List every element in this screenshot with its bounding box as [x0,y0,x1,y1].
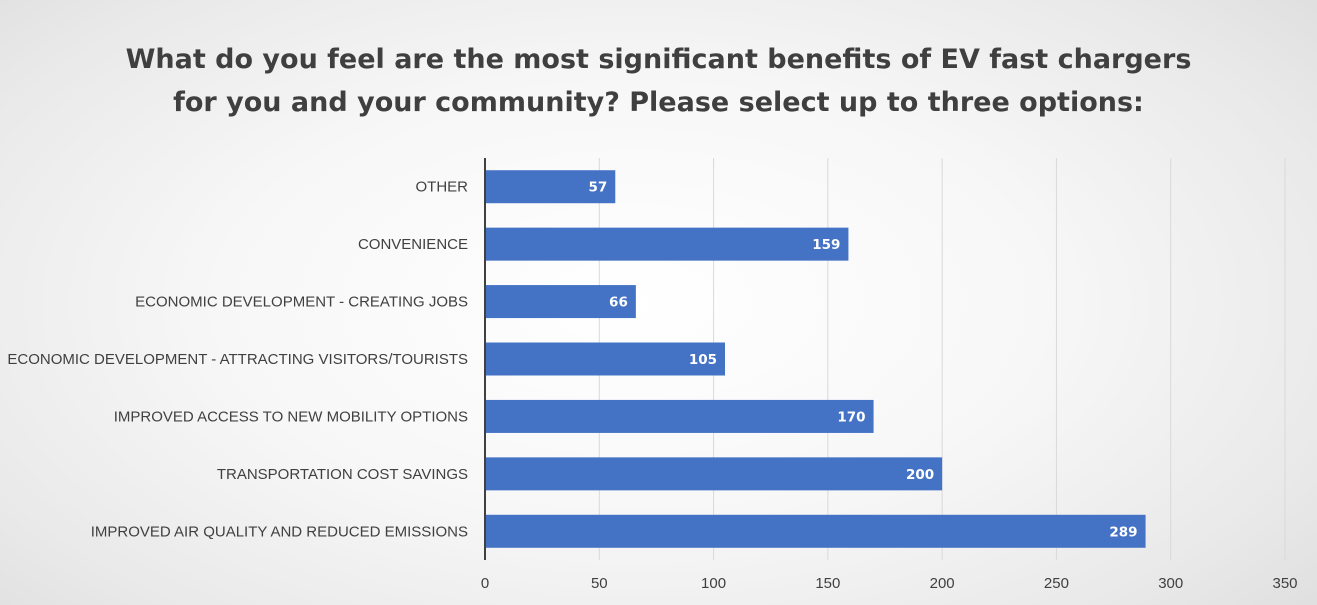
x-tick-label: 200 [930,575,955,592]
bars: 57 159 66 105 170 200 289 [485,170,1146,548]
category-label: ECONOMIC DEVELOPMENT - ATTRACTING VISITO… [7,351,468,368]
x-tick-label: 250 [1044,575,1069,592]
bar [485,399,874,433]
category-label: TRANSPORTATION COST SAVINGS [217,466,468,483]
data-label: 289 [1109,524,1137,540]
chart-title-line-1: What do you feel are the most significan… [125,44,1192,75]
x-tick-label: 150 [815,575,840,592]
data-label: 200 [906,467,934,483]
bar [485,514,1146,548]
category-labels: OTHER CONVENIENCE ECONOMIC DEVELOPMENT - C… [7,179,468,541]
x-tick-label: 350 [1272,575,1297,592]
category-label: IMPROVED ACCESS TO NEW MOBILITY OPTIONS [114,408,468,425]
category-label: OTHER [416,179,469,196]
chart-title: What do you feel are the most significan… [0,38,1317,124]
bar [485,227,849,261]
bar [485,285,636,319]
gridlines [598,158,1286,560]
data-label: 66 [609,295,628,311]
x-tick-label: 300 [1158,575,1183,592]
data-label: 159 [812,237,840,253]
x-tick-label: 100 [701,575,726,592]
x-axis-ticks: 0 50 100 150 200 250 300 350 [481,575,1298,592]
bar [485,342,725,376]
data-label: 170 [837,409,865,425]
chart-title-line-2: for you and your community? Please selec… [173,87,1144,118]
data-label: 105 [689,352,717,368]
category-label: CONVENIENCE [358,236,468,253]
x-tick-label: 0 [481,575,489,592]
x-tick-label: 50 [591,575,608,592]
category-label: ECONOMIC DEVELOPMENT - CREATING JOBS [135,294,468,311]
bar [485,170,616,204]
data-label: 57 [588,180,607,196]
category-label: IMPROVED AIR QUALITY AND REDUCED EMISSIO… [91,523,468,540]
bar [485,457,943,491]
